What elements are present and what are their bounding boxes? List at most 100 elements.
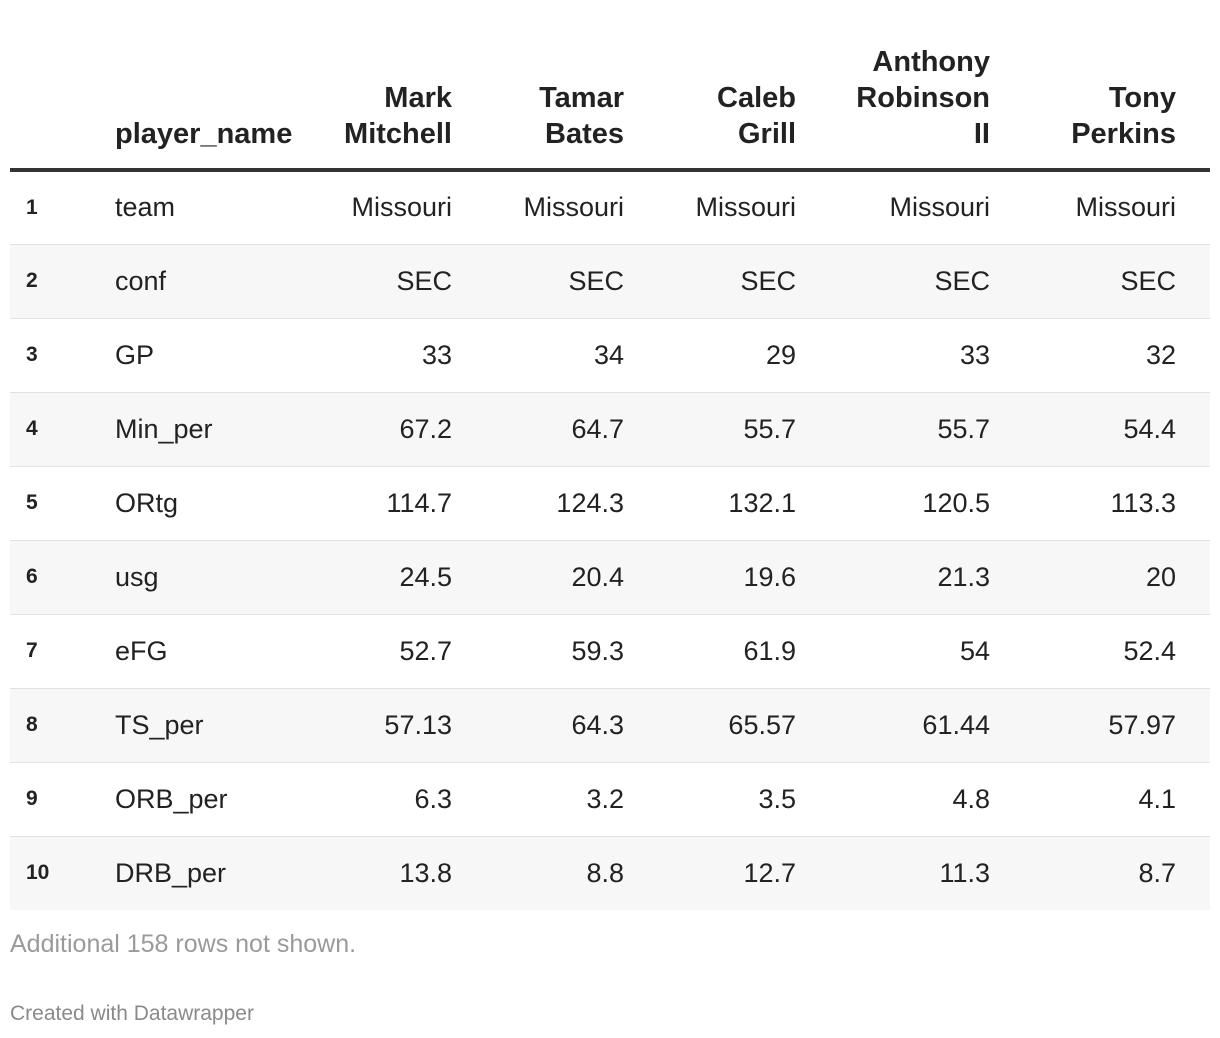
- value-cell: Missouri: [310, 170, 486, 245]
- row-number: 5: [10, 466, 105, 541]
- value-cell: 61.9: [658, 614, 830, 689]
- value-cell: 33: [830, 318, 1024, 393]
- value-cell: 34: [486, 318, 658, 393]
- table-notes: Additional 158 rows not shown.: [10, 930, 357, 958]
- header-name-part: Tamar: [539, 82, 624, 114]
- table-row: 6 usg 24.5 20.4 19.6 21.3 20: [10, 540, 1210, 615]
- header-name-part: Robinson: [856, 82, 990, 114]
- table-row: 7 eFG 52.7 59.3 61.9 54 52.4: [10, 614, 1210, 689]
- data-table: player_name Mark Mitchell Tamar Bates Ca…: [10, 44, 1210, 910]
- value-cell: 132.1: [658, 466, 830, 541]
- stat-name-cell: GP: [105, 318, 310, 393]
- credit-line: Created with Datawrapper: [10, 1002, 254, 1025]
- table-header: player_name Mark Mitchell Tamar Bates Ca…: [10, 44, 1210, 172]
- value-cell: 54: [830, 614, 1024, 689]
- value-cell: 4.1: [1024, 762, 1210, 837]
- value-cell: 3.2: [486, 762, 658, 837]
- value-cell: SEC: [486, 244, 658, 319]
- value-cell: 113.3: [1024, 466, 1210, 541]
- value-cell: Missouri: [658, 170, 830, 245]
- value-cell: 19.6: [658, 540, 830, 615]
- header-row-number: [10, 44, 105, 172]
- stat-name-cell: ORtg: [105, 466, 310, 541]
- value-cell: 21.3: [830, 540, 1024, 615]
- table-row: 8 TS_per 57.13 64.3 65.57 61.44 57.97: [10, 688, 1210, 763]
- table-container: player_name Mark Mitchell Tamar Bates Ca…: [10, 0, 1210, 910]
- value-cell: 33: [310, 318, 486, 393]
- stat-name-cell: team: [105, 170, 310, 245]
- header-player-5: Tony Perkins: [1024, 44, 1210, 172]
- header-row: player_name Mark Mitchell Tamar Bates Ca…: [10, 44, 1210, 172]
- header-name-part: Perkins: [1071, 118, 1176, 150]
- value-cell: 64.7: [486, 392, 658, 467]
- value-cell: 32: [1024, 318, 1210, 393]
- value-cell: 55.7: [658, 392, 830, 467]
- value-cell: 61.44: [830, 688, 1024, 763]
- value-cell: 57.13: [310, 688, 486, 763]
- value-cell: 29: [658, 318, 830, 393]
- value-cell: 3.5: [658, 762, 830, 837]
- value-cell: 8.7: [1138, 857, 1176, 888]
- value-cell: Missouri: [486, 170, 658, 245]
- stat-name-cell: ORB_per: [105, 762, 310, 837]
- value-cell: 20: [1024, 540, 1210, 615]
- row-number: 2: [10, 244, 105, 319]
- table-row: 5 ORtg 114.7 124.3 132.1 120.5 113.3: [10, 466, 1210, 541]
- table-row: 10 DRB_per 13.8 8.8 12.7 11.3 8.7: [10, 836, 1210, 910]
- value-cell: 12.7: [743, 857, 796, 888]
- header-player-4: Anthony Robinson II: [830, 44, 1024, 172]
- value-cell: SEC: [1024, 244, 1210, 319]
- row-number: 7: [10, 614, 105, 689]
- value-cell: 6.3: [310, 762, 486, 837]
- table-body: 1 team Missouri Missouri Missouri Missouri Mis…: [10, 170, 1210, 910]
- header-name-part: Mitchell: [344, 118, 452, 150]
- value-cell: 52.4: [1024, 614, 1210, 689]
- table-row: 2 conf SEC SEC SEC SEC SEC: [10, 244, 1210, 319]
- value-cell: SEC: [310, 244, 486, 319]
- value-cell: 13.8: [399, 857, 452, 888]
- value-cell: SEC: [830, 244, 1024, 319]
- value-cell: 65.57: [658, 688, 830, 763]
- stat-name-cell: DRB_per: [115, 857, 227, 888]
- value-cell: Missouri: [830, 170, 1024, 245]
- table-row: 9 ORB_per 6.3 3.2 3.5 4.8 4.1: [10, 762, 1210, 837]
- value-cell: Missouri: [1024, 170, 1210, 245]
- header-player-3: Caleb Grill: [658, 44, 830, 172]
- value-cell: 54.4: [1024, 392, 1210, 467]
- value-cell: 64.3: [486, 688, 658, 763]
- stat-name-cell: eFG: [105, 614, 310, 689]
- value-cell: 120.5: [830, 466, 1024, 541]
- header-player-name: player_name: [105, 44, 310, 172]
- stat-name-cell: usg: [105, 540, 310, 615]
- header-name-part: Tony: [1108, 82, 1176, 114]
- value-cell: SEC: [658, 244, 830, 319]
- value-cell: 57.97: [1024, 688, 1210, 763]
- row-number: 9: [10, 762, 105, 837]
- header-player-1: Mark Mitchell: [310, 44, 486, 172]
- row-number: 6: [10, 540, 105, 615]
- header-name-part: Mark: [384, 82, 452, 114]
- value-cell: 8.8: [586, 857, 624, 888]
- header-name-part: Anthony: [872, 46, 990, 78]
- value-cell: 55.7: [830, 392, 1024, 467]
- header-name-part: Bates: [545, 118, 624, 150]
- value-cell: 11.3: [939, 857, 990, 888]
- value-cell: 124.3: [486, 466, 658, 541]
- value-cell: 59.3: [486, 614, 658, 689]
- value-cell: 114.7: [310, 466, 486, 541]
- value-cell: 52.7: [310, 614, 486, 689]
- table-row: 3 GP 33 34 29 33 32: [10, 318, 1210, 393]
- value-cell: 4.8: [830, 762, 1024, 837]
- row-number: 3: [10, 318, 105, 393]
- row-number: 4: [10, 392, 105, 467]
- table-row: 1 team Missouri Missouri Missouri Missouri Mis…: [10, 170, 1210, 245]
- header-player-2: Tamar Bates: [486, 44, 658, 172]
- row-number: 8: [10, 688, 105, 763]
- row-number: 1: [10, 170, 105, 245]
- value-cell: 67.2: [310, 392, 486, 467]
- stat-name-cell: Min_per: [105, 392, 310, 467]
- row-number: 10: [26, 861, 50, 885]
- header-name-part: Caleb: [717, 82, 796, 114]
- value-cell: 20.4: [486, 540, 658, 615]
- header-name-part: II: [973, 118, 990, 150]
